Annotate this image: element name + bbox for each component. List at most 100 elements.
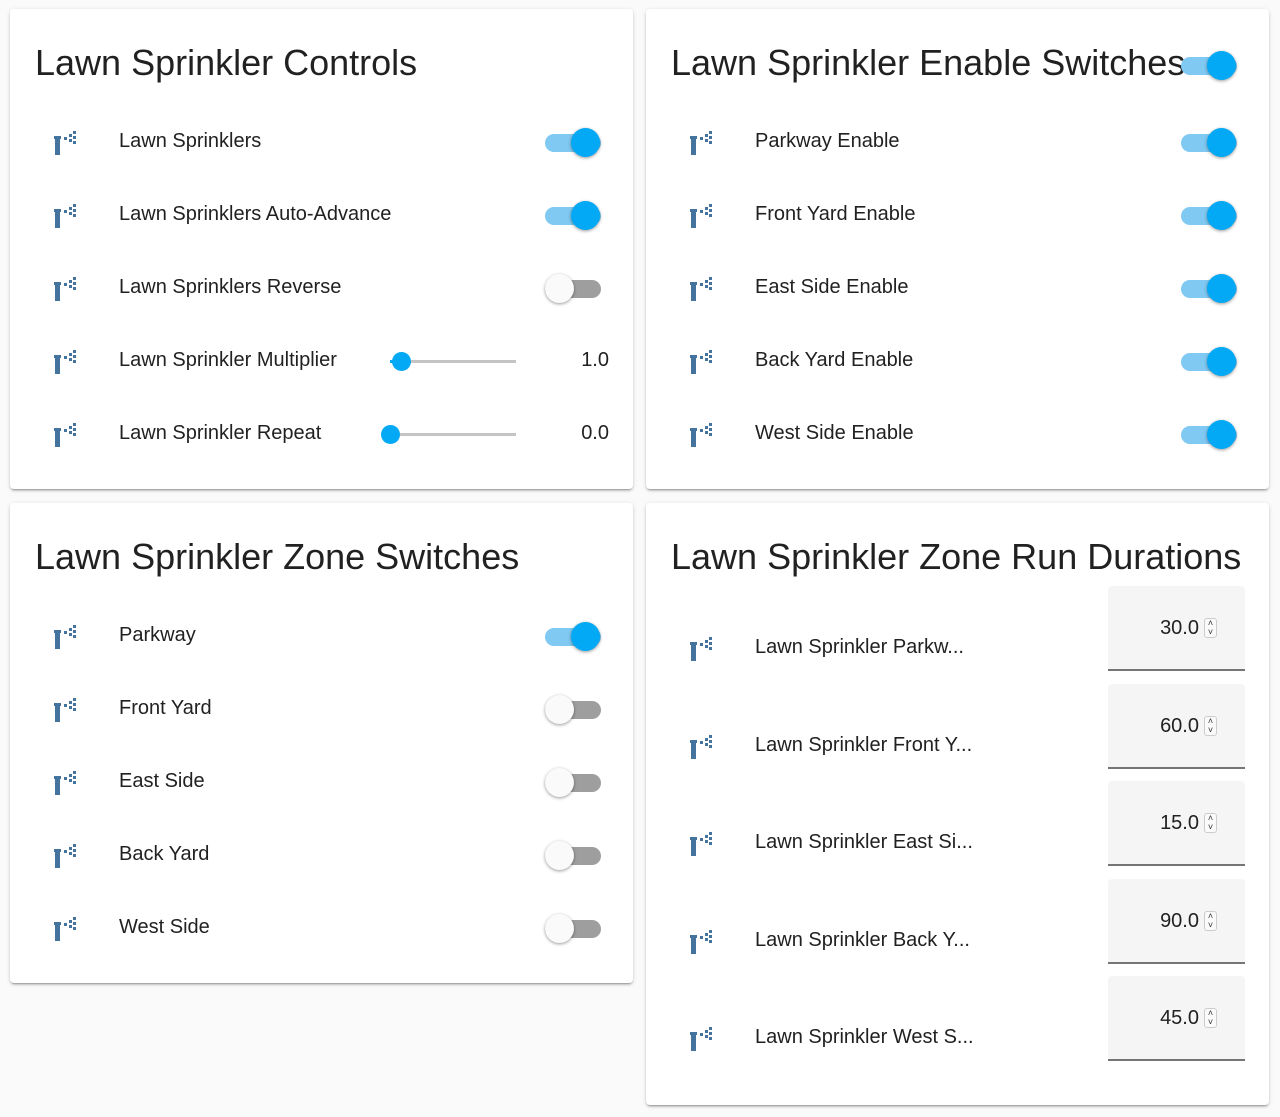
entity-label: West Side Enable [755, 422, 914, 444]
entity-row: Front Yard Enable [646, 195, 1269, 235]
value-slider[interactable] [390, 349, 516, 373]
duration-value: 15.0 [1160, 812, 1199, 834]
duration-input[interactable]: 90.0 ˄ ˅ [1108, 878, 1245, 964]
sprinkler-icon [688, 347, 714, 375]
entity-row: Back Yard Enable [646, 341, 1269, 381]
entity-label: Parkway Enable [755, 130, 900, 152]
entity-label: Front Yard [119, 697, 212, 719]
duration-value: 45.0 [1160, 1007, 1199, 1029]
duration-value: 30.0 [1160, 617, 1199, 639]
entity-label: East Side [119, 770, 205, 792]
toggle-switch[interactable] [545, 274, 601, 303]
entity-row: West Side [10, 908, 633, 948]
entity-row: Lawn Sprinkler Back Y... 90.0 ˄ ˅ [646, 878, 1269, 964]
sprinkler-icon [688, 732, 714, 760]
sprinkler-icon [688, 420, 714, 448]
entity-label: Parkway [119, 624, 196, 646]
enable-toggle[interactable] [1181, 201, 1237, 230]
sprinkler-icon [52, 914, 78, 942]
run-durations-card: Lawn Sprinkler Zone Run Durations Lawn S… [646, 503, 1269, 1105]
sprinkler-icon [688, 829, 714, 857]
sprinkler-icon [688, 201, 714, 229]
entity-row: Lawn Sprinkler Parkw... 30.0 ˄ ˅ [646, 586, 1269, 671]
sprinkler-icon [52, 695, 78, 723]
entity-label: Lawn Sprinkler West S... [755, 1026, 974, 1048]
entity-row: Front Yard [10, 689, 633, 729]
entity-row: West Side Enable [646, 414, 1269, 454]
entity-row: Lawn Sprinklers [10, 122, 633, 162]
zone-toggle[interactable] [545, 914, 601, 943]
value-slider[interactable] [381, 422, 516, 446]
sprinkler-icon [52, 420, 78, 448]
entity-label: Back Yard Enable [755, 349, 914, 371]
entity-label: Front Yard Enable [755, 203, 916, 225]
entity-row: Lawn Sprinkler Multiplier 1.0 [10, 341, 633, 381]
slider-value: 1.0 [581, 349, 609, 371]
entity-row: East Side Enable [646, 268, 1269, 308]
entity-row: Parkway [10, 616, 633, 656]
sprinkler-icon [688, 128, 714, 156]
card-title: Lawn Sprinkler Zone Run Durations [671, 536, 1242, 577]
entity-label: Lawn Sprinklers Reverse [119, 276, 342, 298]
controls-card: Lawn Sprinkler Controls Lawn Sprinklers … [10, 9, 633, 489]
duration-input[interactable]: 60.0 ˄ ˅ [1108, 683, 1245, 769]
toggle-switch[interactable] [545, 201, 601, 230]
entity-row: Lawn Sprinkler Repeat 0.0 [10, 414, 633, 454]
slider-value: 0.0 [581, 422, 609, 444]
entity-label: Lawn Sprinklers Auto-Advance [119, 203, 392, 225]
spinner-icon[interactable]: ˄ ˅ [1204, 618, 1217, 638]
zone-toggle[interactable] [545, 622, 601, 651]
sprinkler-icon [688, 634, 714, 662]
spinner-icon[interactable]: ˄ ˅ [1204, 1008, 1217, 1028]
card-title: Lawn Sprinkler Controls [35, 42, 418, 83]
duration-input[interactable]: 30.0 ˄ ˅ [1108, 586, 1245, 671]
sprinkler-icon [688, 274, 714, 302]
sprinkler-icon [52, 201, 78, 229]
enable-toggle[interactable] [1181, 274, 1237, 303]
enable-toggle[interactable] [1181, 347, 1237, 376]
entity-label: East Side Enable [755, 276, 909, 298]
duration-value: 90.0 [1160, 909, 1199, 932]
entity-label: Lawn Sprinkler Multiplier [119, 349, 337, 371]
entity-label: Lawn Sprinkler East Si... [755, 831, 973, 853]
sprinkler-icon [52, 841, 78, 869]
duration-input[interactable]: 15.0 ˄ ˅ [1108, 781, 1245, 866]
entity-row: Lawn Sprinkler Front Y... 60.0 ˄ ˅ [646, 683, 1269, 769]
entity-row: Lawn Sprinkler West S... 45.0 ˄ ˅ [646, 976, 1269, 1061]
enable-all-toggle[interactable] [1181, 51, 1237, 80]
duration-value: 60.0 [1160, 714, 1199, 737]
entity-row: Lawn Sprinkler East Si... 15.0 ˄ ˅ [646, 781, 1269, 866]
sprinkler-icon [688, 1024, 714, 1052]
entity-label: Back Yard [119, 843, 210, 865]
sprinkler-icon [52, 274, 78, 302]
sprinkler-icon [52, 347, 78, 375]
card-title: Lawn Sprinkler Zone Switches [35, 536, 520, 577]
entity-row: Lawn Sprinklers Auto-Advance [10, 195, 633, 235]
entity-label: Lawn Sprinkler Front Y... [755, 733, 973, 756]
zone-toggle[interactable] [545, 768, 601, 797]
spinner-icon[interactable]: ˄ ˅ [1204, 813, 1217, 833]
card-title: Lawn Sprinkler Enable Switches [671, 42, 1186, 83]
enable-toggle[interactable] [1181, 420, 1237, 449]
entity-row: Parkway Enable [646, 122, 1269, 162]
duration-input[interactable]: 45.0 ˄ ˅ [1108, 976, 1245, 1061]
zone-toggle[interactable] [545, 695, 601, 724]
zone-switches-card: Lawn Sprinkler Zone Switches Parkway Fro… [10, 503, 633, 983]
toggle-switch[interactable] [545, 128, 601, 157]
sprinkler-icon [52, 768, 78, 796]
entity-row: Back Yard [10, 835, 633, 875]
sprinkler-icon [52, 128, 78, 156]
enable-toggle[interactable] [1181, 128, 1237, 157]
enable-switches-card: Lawn Sprinkler Enable Switches Parkway E… [646, 9, 1269, 489]
spinner-icon[interactable]: ˄ ˅ [1204, 715, 1217, 736]
entity-label: Lawn Sprinkler Repeat [119, 422, 322, 444]
sprinkler-icon [52, 622, 78, 650]
entity-row: East Side [10, 762, 633, 802]
zone-toggle[interactable] [545, 841, 601, 870]
entity-label: Lawn Sprinklers [119, 130, 262, 152]
sprinkler-icon [688, 927, 714, 955]
entity-label: West Side [119, 916, 210, 938]
spinner-icon[interactable]: ˄ ˅ [1204, 910, 1217, 931]
entity-row: Lawn Sprinklers Reverse [10, 268, 633, 308]
entity-label: Lawn Sprinkler Parkw... [755, 636, 964, 658]
